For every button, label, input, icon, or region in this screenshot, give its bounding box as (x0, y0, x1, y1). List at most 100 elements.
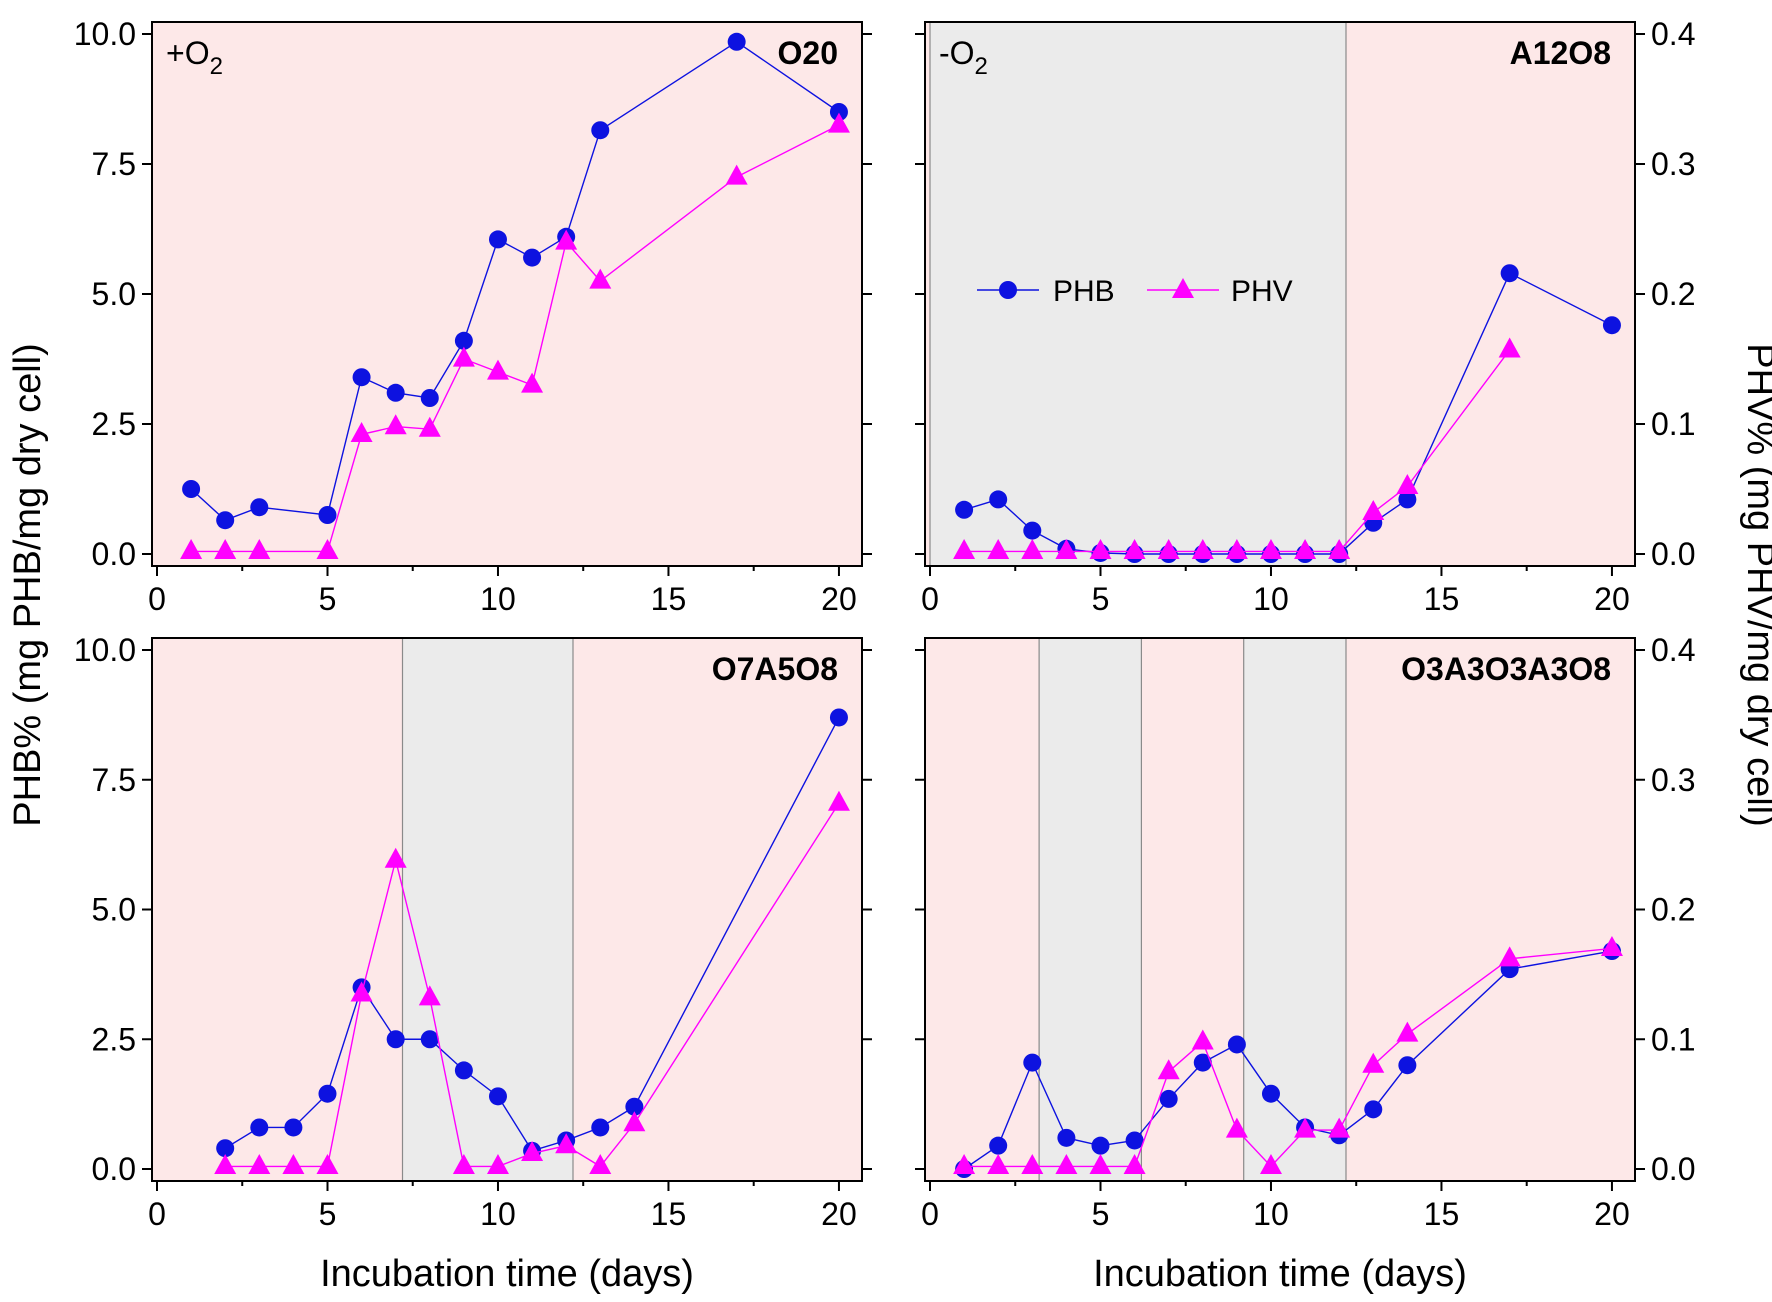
phb-data-point (250, 1118, 269, 1137)
phv-data-point (248, 1154, 271, 1175)
y-tick-label: 10.0 (74, 16, 136, 52)
phv-data-point (486, 359, 509, 380)
phv-data-point (1259, 1154, 1282, 1175)
phb-data-point (1057, 1128, 1076, 1147)
phb-data-point (1125, 1131, 1144, 1150)
phb-data-point (1398, 1056, 1417, 1075)
phb-data-point (1159, 1089, 1178, 1108)
left-axis-title: PHB% (mg PHB/mg dry cell) (7, 343, 49, 827)
oxygen-condition-label: -O2 (939, 35, 988, 80)
y-tick-label: 2.5 (92, 1021, 136, 1057)
phv-data-point (1123, 1154, 1146, 1175)
y2-tick-label: 0.4 (1651, 632, 1695, 668)
legend-phv-marker (1172, 278, 1194, 298)
y-tick-label: 7.5 (92, 146, 136, 182)
panel-title: O3A3O3A3O8 (1401, 651, 1611, 687)
y2-tick-label: 0.3 (1651, 762, 1695, 798)
phb-data-point (591, 121, 610, 140)
phv-data-point (1328, 539, 1351, 559)
x-tick-label: 0 (921, 581, 939, 617)
phv-data-point (827, 112, 850, 133)
phv-data-point (987, 539, 1010, 559)
phv-data-point (452, 346, 475, 367)
x-tick-label: 5 (1092, 1196, 1110, 1232)
phv-data-point (282, 1154, 305, 1175)
y-tick-label: 2.5 (92, 406, 136, 442)
phv-data-point (1498, 337, 1521, 358)
phb-data-point (386, 1030, 405, 1049)
phb-data-point (250, 498, 269, 517)
phv-data-point (589, 268, 612, 289)
phb-data-point (182, 480, 201, 498)
phb-data-point (284, 1118, 303, 1137)
phb-data-point (829, 708, 848, 727)
anoxic-interval (402, 638, 573, 1181)
phv-data-point (1055, 539, 1078, 559)
phb-data-point (625, 1097, 644, 1116)
phv-data-point (1362, 500, 1385, 520)
phb-data-point (1227, 1035, 1246, 1054)
x-tick-label: 10 (1253, 581, 1289, 617)
x-tick-label: 20 (821, 1196, 857, 1232)
phv-data-point (1055, 1154, 1078, 1175)
phb-data-point (1023, 1053, 1042, 1072)
x-tick-label: 15 (651, 1196, 687, 1232)
phb-data-point (216, 1139, 235, 1158)
x-tick-label: 5 (319, 581, 337, 617)
phb-data-point (318, 506, 337, 524)
phv-data-point (1021, 539, 1044, 559)
phv-data-point (1600, 936, 1623, 957)
phv-data-point (1225, 539, 1248, 559)
oxygen-condition-label: +O2 (166, 35, 223, 80)
anoxic-interval (1039, 638, 1142, 1181)
phv-data-point (521, 372, 544, 393)
series-line-phb (190, 40, 840, 522)
phv-data-point (987, 1154, 1010, 1175)
x-tick-label: 15 (1424, 1196, 1460, 1232)
phv-data-point (418, 416, 441, 437)
x-tick-label: 20 (1594, 1196, 1630, 1232)
phb-data-point (523, 248, 542, 267)
phv-data-point (1191, 1029, 1214, 1050)
x-tick-label: 5 (1092, 581, 1110, 617)
panel-bottom-right: 0 5 10 15 20 Incubation time (days) 0.0 0.1 0.2 0… (915, 632, 1695, 1295)
phb-data-point (488, 1087, 507, 1106)
phv-data-point (1259, 539, 1282, 559)
x-tick-label: 0 (921, 1196, 939, 1232)
phb-data-point (420, 1030, 439, 1049)
phb-data-point (955, 500, 974, 519)
y2-tick-label: 0.1 (1651, 406, 1695, 442)
phv-data-point (1498, 946, 1521, 967)
series-line-phb (963, 272, 1613, 555)
legend-phv-label: PHV (1231, 275, 1293, 308)
phb-data-point (1602, 316, 1621, 335)
phb-data-point (488, 230, 507, 249)
y-tick-label: 0.0 (92, 1151, 136, 1187)
phb-data-point (989, 490, 1008, 509)
phb-data-point (420, 389, 439, 407)
legend-phb-marker (999, 281, 1017, 299)
phv-data-point (953, 539, 976, 559)
y2-tick-label: 0.0 (1651, 1151, 1695, 1187)
phb-data-point (1500, 264, 1519, 283)
x-tick-label: 0 (148, 581, 166, 617)
phb-data-point (454, 1061, 473, 1080)
phv-data-point (1157, 1059, 1180, 1080)
phb-data-point (1023, 521, 1042, 540)
phv-data-point (1396, 1021, 1419, 1042)
phb-data-point (1193, 1053, 1212, 1072)
phv-data-point (316, 1154, 339, 1175)
y2-tick-label: 0.2 (1651, 276, 1695, 312)
x-tick-label: 20 (821, 581, 857, 617)
y-tick-label: 10.0 (74, 632, 136, 668)
phv-data-point (248, 539, 271, 559)
x-tick-label: 10 (480, 1196, 516, 1232)
phb-data-point (386, 383, 405, 402)
phv-data-point (1294, 1117, 1317, 1138)
phv-data-point (384, 414, 407, 435)
x-tick-label: 10 (480, 581, 516, 617)
phv-data-point (486, 1154, 509, 1175)
